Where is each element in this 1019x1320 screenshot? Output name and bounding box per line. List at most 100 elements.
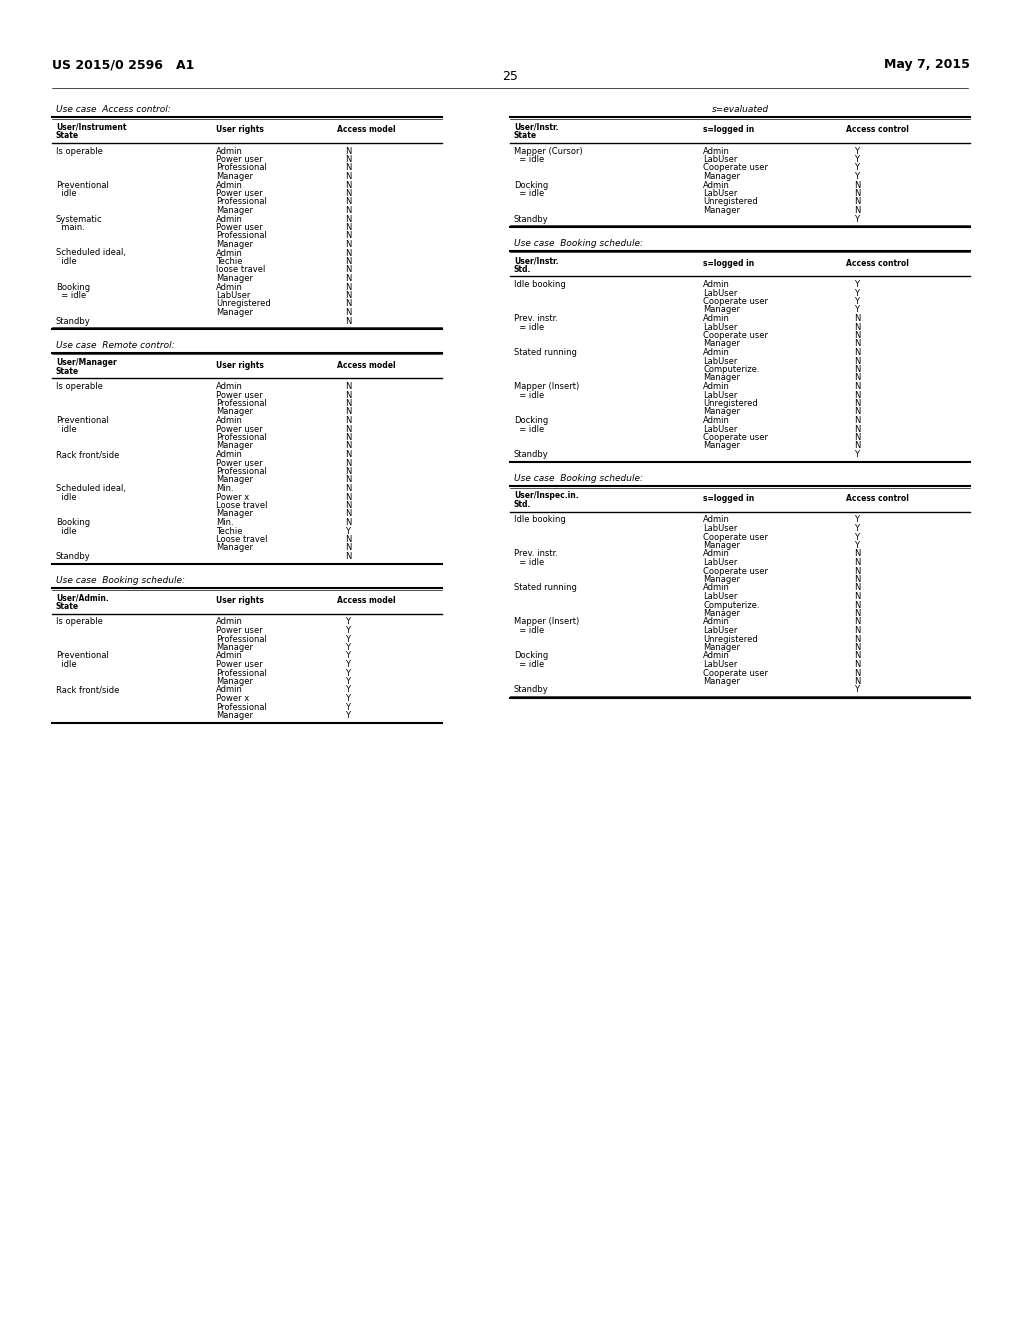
Text: N: N: [344, 172, 351, 181]
Text: Power user: Power user: [216, 154, 262, 164]
Text: User/Admin.: User/Admin.: [56, 594, 109, 602]
Text: N: N: [344, 552, 351, 561]
Text: N: N: [344, 206, 351, 215]
Text: Unregistered: Unregistered: [702, 399, 757, 408]
Text: N: N: [344, 425, 351, 433]
Text: N: N: [853, 441, 859, 450]
Text: N: N: [853, 433, 859, 442]
Text: Use case  Booking schedule:: Use case Booking schedule:: [514, 474, 642, 483]
Text: N: N: [853, 626, 859, 635]
Text: N: N: [853, 381, 859, 391]
Text: Power user: Power user: [216, 660, 262, 669]
Text: LabUser: LabUser: [702, 425, 737, 433]
Text: Admin: Admin: [702, 549, 730, 558]
Text: N: N: [853, 660, 859, 669]
Text: Admin: Admin: [216, 214, 243, 223]
Text: = idle: = idle: [514, 322, 544, 331]
Text: User rights: User rights: [216, 360, 264, 370]
Text: N: N: [853, 198, 859, 206]
Text: Y: Y: [853, 532, 858, 541]
Text: = idle: = idle: [514, 189, 544, 198]
Text: Manager: Manager: [216, 408, 253, 417]
Text: N: N: [344, 492, 351, 502]
Text: N: N: [344, 164, 351, 173]
Text: Admin: Admin: [216, 618, 243, 627]
Text: Docking: Docking: [514, 416, 548, 425]
Text: Manager: Manager: [216, 172, 253, 181]
Text: Min.: Min.: [216, 484, 233, 492]
Text: Power user: Power user: [216, 223, 262, 232]
Text: Y: Y: [344, 694, 350, 704]
Text: Cooperate user: Cooperate user: [702, 433, 767, 442]
Text: Use case  Booking schedule:: Use case Booking schedule:: [514, 239, 642, 248]
Text: Use case  Booking schedule:: Use case Booking schedule:: [56, 576, 184, 585]
Text: Manager: Manager: [216, 475, 253, 484]
Text: State: State: [514, 131, 537, 140]
Text: Standby: Standby: [56, 552, 91, 561]
Text: Booking: Booking: [56, 517, 90, 527]
Text: idle: idle: [56, 492, 76, 502]
Text: Prev. instr.: Prev. instr.: [514, 549, 557, 558]
Text: LabUser: LabUser: [702, 356, 737, 366]
Text: Computerize.: Computerize.: [702, 366, 759, 374]
Text: Loose travel: Loose travel: [216, 535, 267, 544]
Text: Admin: Admin: [702, 314, 730, 323]
Text: idle: idle: [56, 189, 76, 198]
Text: N: N: [853, 643, 859, 652]
Text: Rack front/side: Rack front/side: [56, 685, 119, 694]
Text: Y: Y: [344, 668, 350, 677]
Text: Access model: Access model: [336, 125, 395, 135]
Text: Y: Y: [853, 164, 858, 173]
Text: Y: Y: [344, 643, 350, 652]
Text: = idle: = idle: [514, 154, 544, 164]
Text: Professional: Professional: [216, 433, 266, 442]
Text: N: N: [344, 517, 351, 527]
Text: N: N: [344, 475, 351, 484]
Text: Admin: Admin: [216, 652, 243, 660]
Text: Admin: Admin: [702, 583, 730, 593]
Text: Access control: Access control: [845, 125, 908, 135]
Text: N: N: [853, 366, 859, 374]
Text: Y: Y: [344, 635, 350, 644]
Text: N: N: [853, 356, 859, 366]
Text: N: N: [853, 206, 859, 215]
Text: N: N: [344, 223, 351, 232]
Text: US 2015/0 2596   A1: US 2015/0 2596 A1: [52, 58, 195, 71]
Text: N: N: [853, 566, 859, 576]
Text: Professional: Professional: [216, 231, 266, 240]
Text: Power user: Power user: [216, 458, 262, 467]
Text: Y: Y: [853, 172, 858, 181]
Text: Manager: Manager: [702, 172, 740, 181]
Text: Professional: Professional: [216, 399, 266, 408]
Text: LabUser: LabUser: [702, 289, 737, 297]
Text: N: N: [344, 147, 351, 156]
Text: N: N: [853, 408, 859, 417]
Text: N: N: [853, 425, 859, 433]
Text: N: N: [344, 467, 351, 477]
Text: LabUser: LabUser: [702, 154, 737, 164]
Text: Y: Y: [344, 626, 350, 635]
Text: Standby: Standby: [514, 214, 548, 223]
Text: 25: 25: [501, 70, 518, 83]
Text: Is operable: Is operable: [56, 618, 103, 627]
Text: N: N: [344, 381, 351, 391]
Text: Techie: Techie: [216, 257, 243, 267]
Text: N: N: [853, 189, 859, 198]
Text: N: N: [344, 502, 351, 510]
Text: Y: Y: [853, 541, 858, 550]
Text: Computerize.: Computerize.: [702, 601, 759, 610]
Text: N: N: [853, 348, 859, 356]
Text: Min.: Min.: [216, 517, 233, 527]
Text: Y: Y: [344, 660, 350, 669]
Text: LabUser: LabUser: [702, 391, 737, 400]
Text: N: N: [344, 290, 351, 300]
Text: N: N: [853, 635, 859, 644]
Text: Manager: Manager: [216, 308, 253, 317]
Text: = idle: = idle: [514, 391, 544, 400]
Text: User rights: User rights: [216, 597, 264, 605]
Text: Access control: Access control: [845, 494, 908, 503]
Text: LabUser: LabUser: [702, 626, 737, 635]
Text: N: N: [853, 601, 859, 610]
Text: Unregistered: Unregistered: [216, 300, 270, 309]
Text: s=logged in: s=logged in: [702, 125, 754, 135]
